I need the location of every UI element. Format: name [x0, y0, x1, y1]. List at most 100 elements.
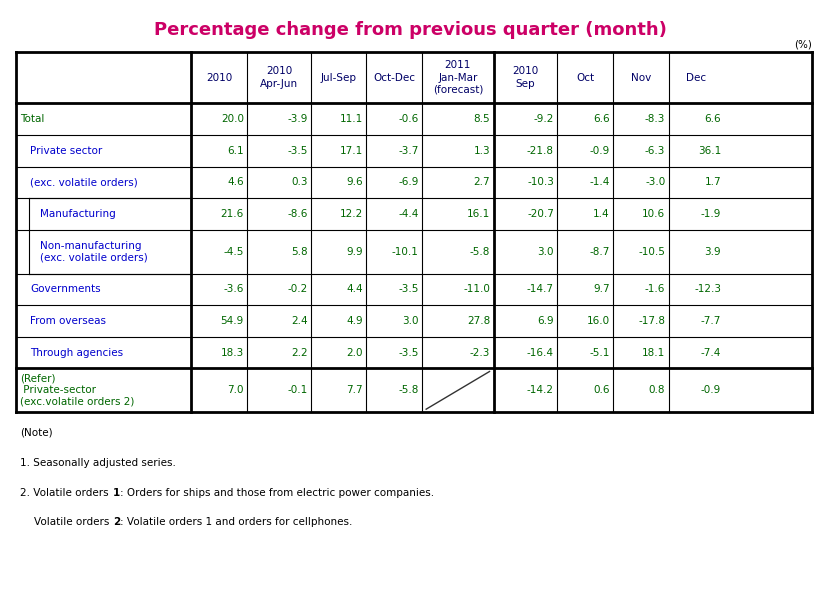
- Text: 5.8: 5.8: [291, 247, 307, 257]
- Text: -3.9: -3.9: [287, 114, 307, 124]
- Text: 9.7: 9.7: [592, 285, 609, 294]
- Text: -17.8: -17.8: [637, 316, 664, 326]
- Text: 16.1: 16.1: [467, 209, 490, 219]
- Text: Private sector: Private sector: [30, 146, 102, 156]
- Text: Nov: Nov: [630, 72, 650, 83]
- Text: 17.1: 17.1: [339, 146, 363, 156]
- Text: -0.2: -0.2: [287, 285, 307, 294]
- Text: 4.6: 4.6: [227, 178, 243, 187]
- Text: -7.7: -7.7: [699, 316, 720, 326]
- Text: 27.8: 27.8: [467, 316, 490, 326]
- Text: -3.5: -3.5: [287, 146, 307, 156]
- Text: 2.2: 2.2: [291, 348, 307, 358]
- Text: 2.4: 2.4: [291, 316, 307, 326]
- Text: -5.1: -5.1: [589, 348, 609, 358]
- Text: Dec: Dec: [686, 72, 706, 83]
- Text: Percentage change from previous quarter (month): Percentage change from previous quarter …: [153, 21, 666, 40]
- Text: 11.1: 11.1: [339, 114, 363, 124]
- Text: 0.8: 0.8: [648, 385, 664, 395]
- Text: : Orders for ships and those from electric power companies.: : Orders for ships and those from electr…: [120, 488, 433, 498]
- Text: 2011
Jan-Mar
(forecast): 2011 Jan-Mar (forecast): [432, 60, 482, 95]
- Text: Non-manufacturing
(exc. volatile orders): Non-manufacturing (exc. volatile orders): [40, 241, 147, 263]
- Text: 3.0: 3.0: [536, 247, 554, 257]
- Text: 54.9: 54.9: [220, 316, 243, 326]
- Text: 4.9: 4.9: [346, 316, 363, 326]
- Text: Oct-Dec: Oct-Dec: [373, 72, 414, 83]
- Text: -4.5: -4.5: [223, 247, 243, 257]
- Text: -0.1: -0.1: [287, 385, 307, 395]
- Text: -6.3: -6.3: [645, 146, 664, 156]
- Text: -9.2: -9.2: [533, 114, 554, 124]
- Text: Total: Total: [20, 114, 45, 124]
- Text: -14.7: -14.7: [527, 285, 554, 294]
- Text: -16.4: -16.4: [527, 348, 554, 358]
- Text: -21.8: -21.8: [527, 146, 554, 156]
- Text: -10.1: -10.1: [391, 247, 419, 257]
- Text: -3.7: -3.7: [398, 146, 419, 156]
- Text: 16.0: 16.0: [586, 316, 609, 326]
- Text: Through agencies: Through agencies: [30, 348, 124, 358]
- Text: 0.6: 0.6: [592, 385, 609, 395]
- Text: -14.2: -14.2: [527, 385, 554, 395]
- Text: Governments: Governments: [30, 285, 101, 294]
- Text: 20.0: 20.0: [220, 114, 243, 124]
- Text: -3.6: -3.6: [223, 285, 243, 294]
- Text: 3.9: 3.9: [704, 247, 720, 257]
- Text: Volatile orders: Volatile orders: [34, 517, 113, 527]
- Text: -11.0: -11.0: [463, 285, 490, 294]
- Text: -8.7: -8.7: [589, 247, 609, 257]
- Text: -1.6: -1.6: [645, 285, 664, 294]
- Text: 36.1: 36.1: [697, 146, 720, 156]
- Text: Oct: Oct: [575, 72, 594, 83]
- Text: -1.4: -1.4: [589, 178, 609, 187]
- Text: -2.3: -2.3: [469, 348, 490, 358]
- Text: 1.7: 1.7: [704, 178, 720, 187]
- Text: 21.6: 21.6: [220, 209, 243, 219]
- Text: -5.8: -5.8: [469, 247, 490, 257]
- Text: (%): (%): [793, 40, 811, 49]
- Text: -7.4: -7.4: [699, 348, 720, 358]
- Text: (exc. volatile orders): (exc. volatile orders): [30, 178, 138, 187]
- Text: 2010
Apr-Jun: 2010 Apr-Jun: [260, 66, 297, 89]
- Text: 6.6: 6.6: [592, 114, 609, 124]
- Text: 1: 1: [113, 488, 120, 498]
- Text: 18.3: 18.3: [220, 348, 243, 358]
- Text: -0.9: -0.9: [589, 146, 609, 156]
- Text: 1. Seasonally adjusted series.: 1. Seasonally adjusted series.: [20, 458, 176, 468]
- Text: -4.4: -4.4: [398, 209, 419, 219]
- Text: -6.9: -6.9: [398, 178, 419, 187]
- Text: 8.5: 8.5: [473, 114, 490, 124]
- Text: 6.9: 6.9: [536, 316, 554, 326]
- Text: 6.6: 6.6: [704, 114, 720, 124]
- Text: 2.0: 2.0: [346, 348, 363, 358]
- Text: -5.8: -5.8: [398, 385, 419, 395]
- Text: -1.9: -1.9: [699, 209, 720, 219]
- Text: 1.3: 1.3: [473, 146, 490, 156]
- Text: 18.1: 18.1: [641, 348, 664, 358]
- Text: 0.3: 0.3: [291, 178, 307, 187]
- Text: 10.6: 10.6: [641, 209, 664, 219]
- Text: -0.6: -0.6: [398, 114, 419, 124]
- Text: Manufacturing: Manufacturing: [40, 209, 115, 219]
- Text: 2010: 2010: [206, 72, 232, 83]
- Text: Jul-Sep: Jul-Sep: [320, 72, 356, 83]
- Text: 7.7: 7.7: [346, 385, 363, 395]
- Text: 9.9: 9.9: [346, 247, 363, 257]
- Text: 2010
Sep: 2010 Sep: [512, 66, 538, 89]
- Text: 6.1: 6.1: [227, 146, 243, 156]
- Text: 2. Volatile orders: 2. Volatile orders: [20, 488, 112, 498]
- Text: 4.4: 4.4: [346, 285, 363, 294]
- Text: -3.0: -3.0: [645, 178, 664, 187]
- Text: -10.5: -10.5: [638, 247, 664, 257]
- Text: -8.6: -8.6: [287, 209, 307, 219]
- Text: -3.5: -3.5: [398, 348, 419, 358]
- Text: 7.0: 7.0: [227, 385, 243, 395]
- Text: 9.6: 9.6: [346, 178, 363, 187]
- Text: From overseas: From overseas: [30, 316, 106, 326]
- Text: -8.3: -8.3: [645, 114, 664, 124]
- Text: 3.0: 3.0: [402, 316, 419, 326]
- Text: -10.3: -10.3: [527, 178, 554, 187]
- Text: -20.7: -20.7: [527, 209, 554, 219]
- Text: (Note): (Note): [20, 427, 53, 437]
- Text: (Refer)
 Private-sector
(exc.volatile orders 2): (Refer) Private-sector (exc.volatile ord…: [20, 374, 134, 407]
